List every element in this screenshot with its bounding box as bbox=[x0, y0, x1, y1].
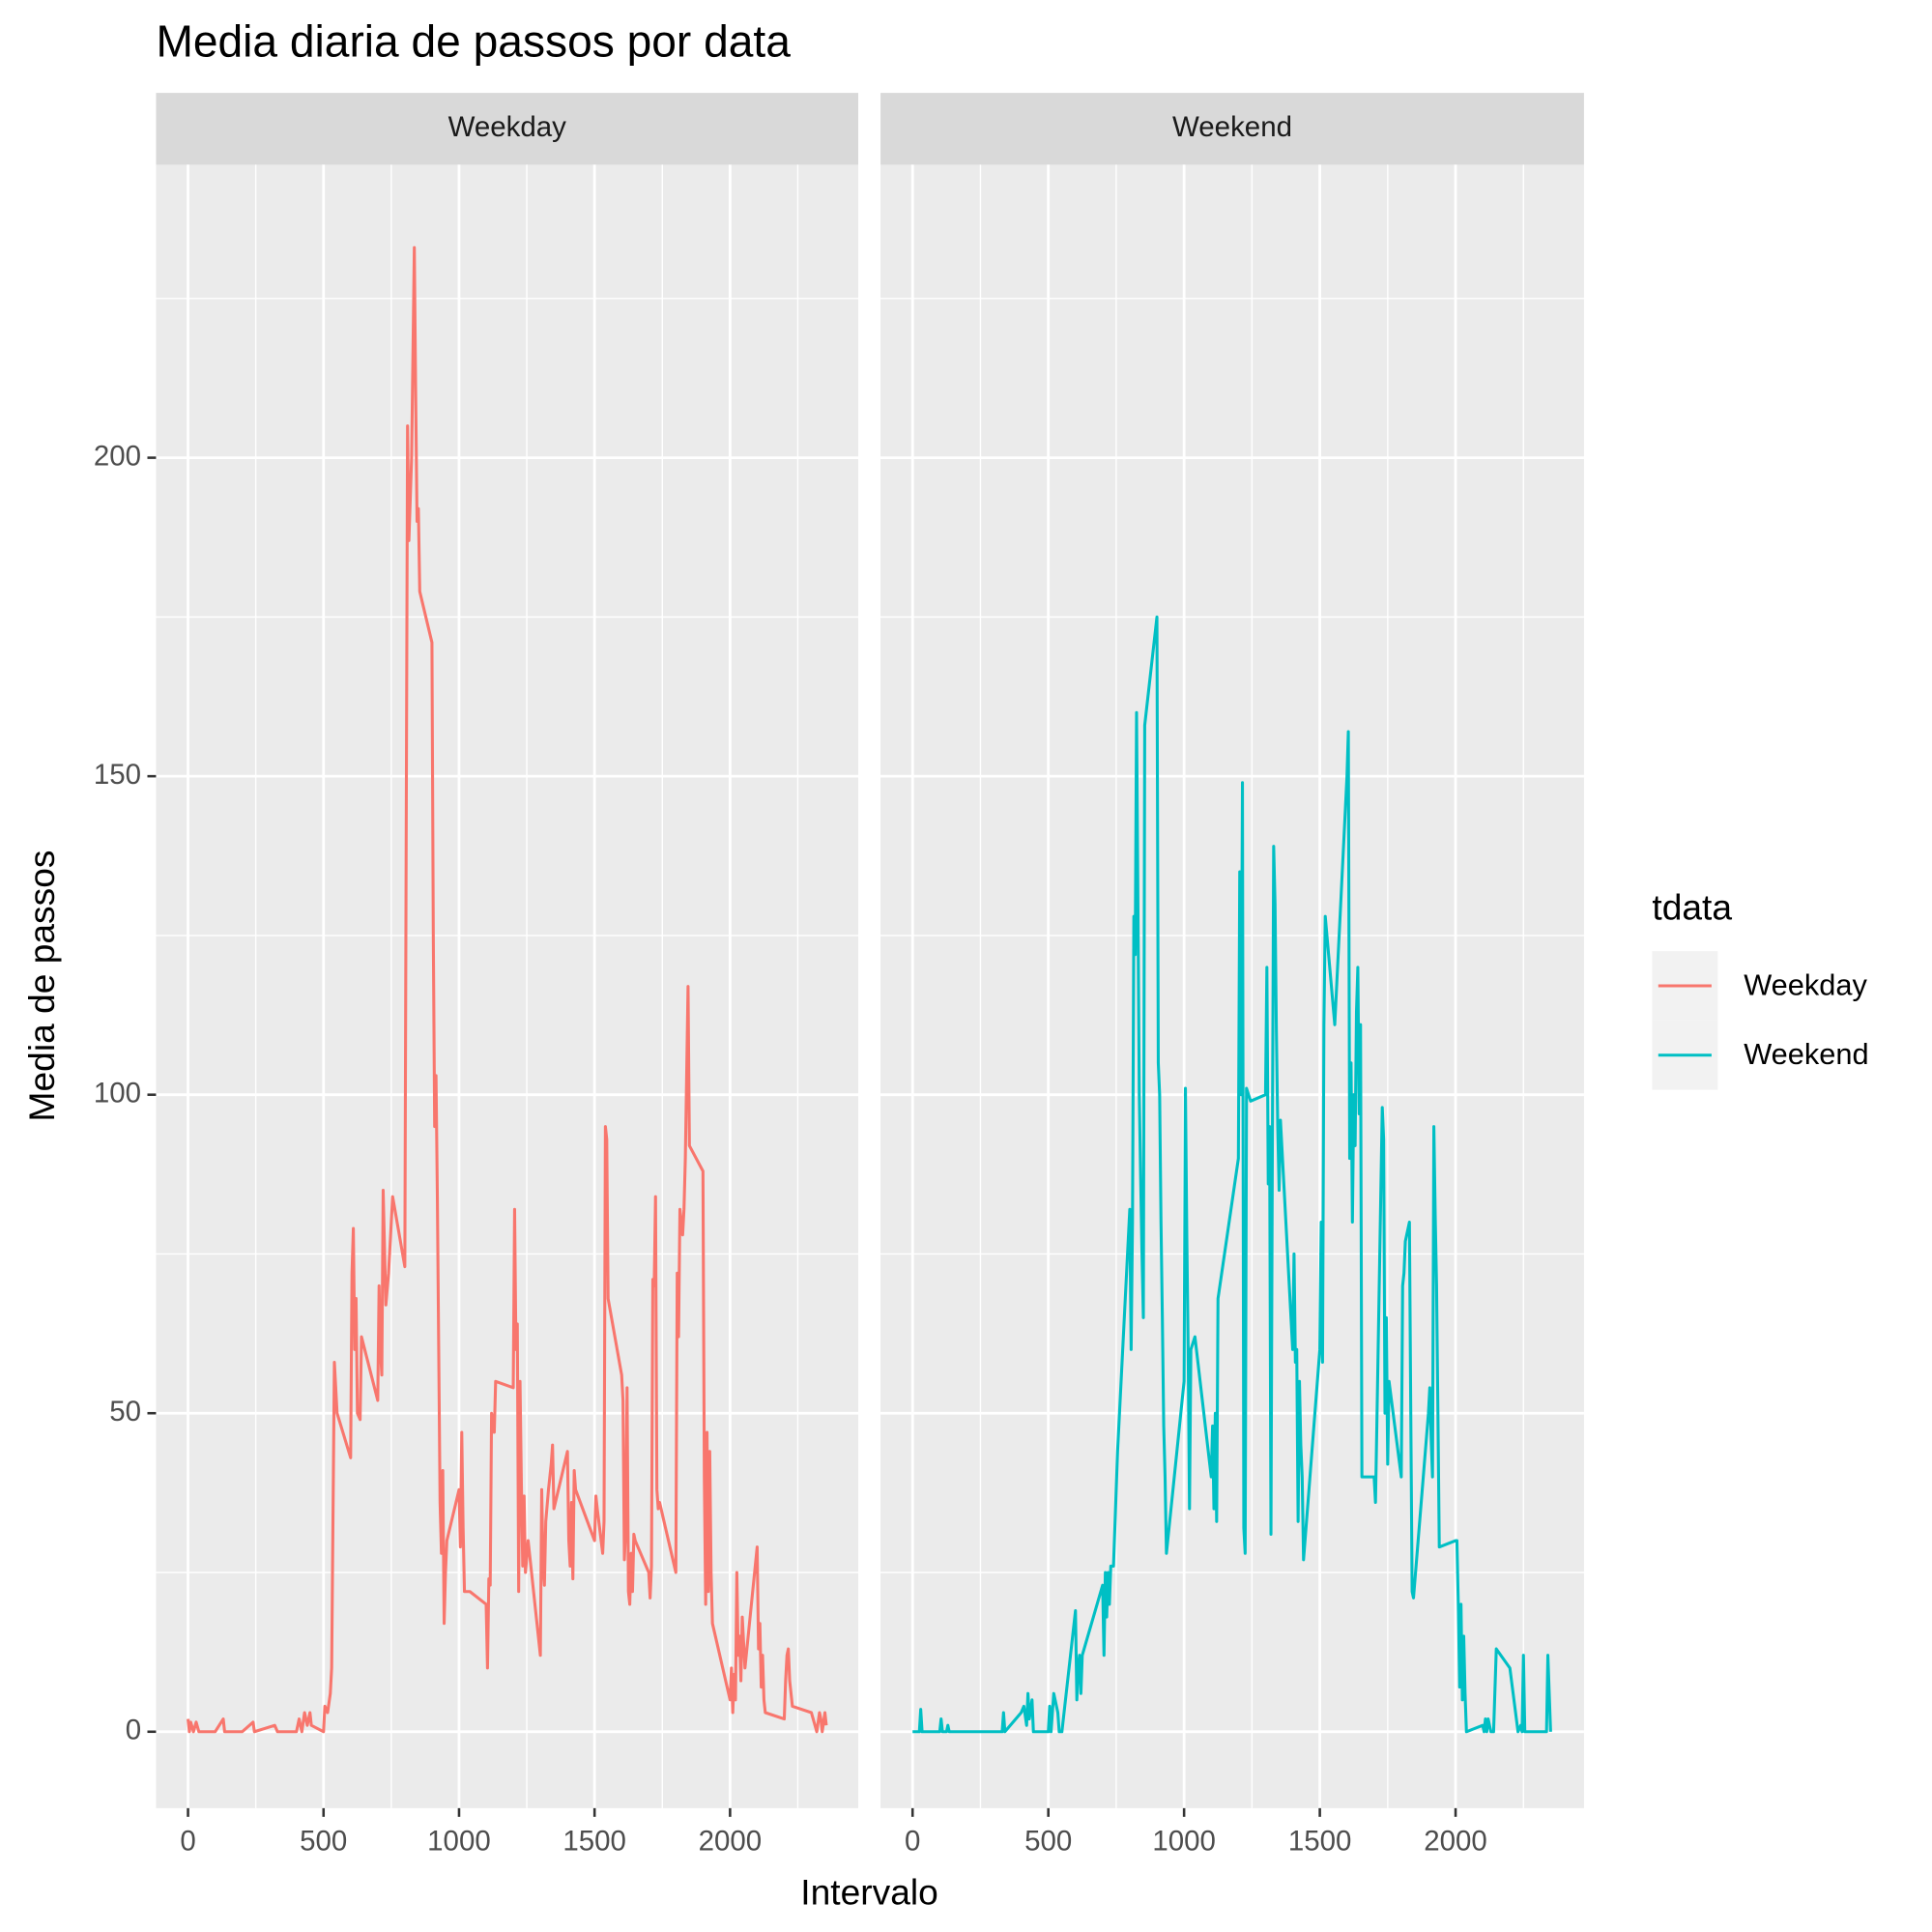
panel-background bbox=[156, 164, 859, 1808]
facet-label: Weekday bbox=[448, 111, 567, 143]
x-axis-label: Intervalo bbox=[800, 1871, 938, 1912]
y-tick-label: 200 bbox=[94, 440, 141, 472]
x-tick-label: 1000 bbox=[1152, 1826, 1216, 1858]
y-tick-label: 100 bbox=[94, 1077, 141, 1109]
y-tick-label: 150 bbox=[94, 759, 141, 791]
x-tick-label: 2000 bbox=[1424, 1826, 1487, 1858]
x-tick-label: 1000 bbox=[427, 1826, 491, 1858]
y-axis-label: Media de passos bbox=[21, 851, 62, 1122]
y-tick-label: 0 bbox=[126, 1715, 141, 1746]
data-line bbox=[912, 615, 1552, 1734]
x-tick-label: 500 bbox=[300, 1826, 347, 1858]
facet-strip bbox=[880, 93, 1584, 165]
facet-strip bbox=[156, 93, 859, 165]
legend-label: Weekend bbox=[1744, 1037, 1868, 1071]
data-line bbox=[187, 245, 828, 1734]
chart-title: Media diaria de passos por data bbox=[156, 15, 791, 66]
x-tick-label: 1500 bbox=[1288, 1826, 1352, 1858]
panel-background bbox=[880, 164, 1584, 1808]
legend-label: Weekday bbox=[1744, 967, 1867, 1001]
x-tick-label: 0 bbox=[180, 1826, 195, 1858]
y-tick-label: 50 bbox=[109, 1396, 141, 1427]
x-tick-label: 0 bbox=[905, 1826, 920, 1858]
x-tick-label: 500 bbox=[1024, 1826, 1072, 1858]
x-tick-label: 2000 bbox=[699, 1826, 763, 1858]
facet-label: Weekend bbox=[1172, 111, 1292, 143]
legend-title: tdata bbox=[1652, 887, 1732, 928]
x-tick-label: 1500 bbox=[562, 1826, 626, 1858]
